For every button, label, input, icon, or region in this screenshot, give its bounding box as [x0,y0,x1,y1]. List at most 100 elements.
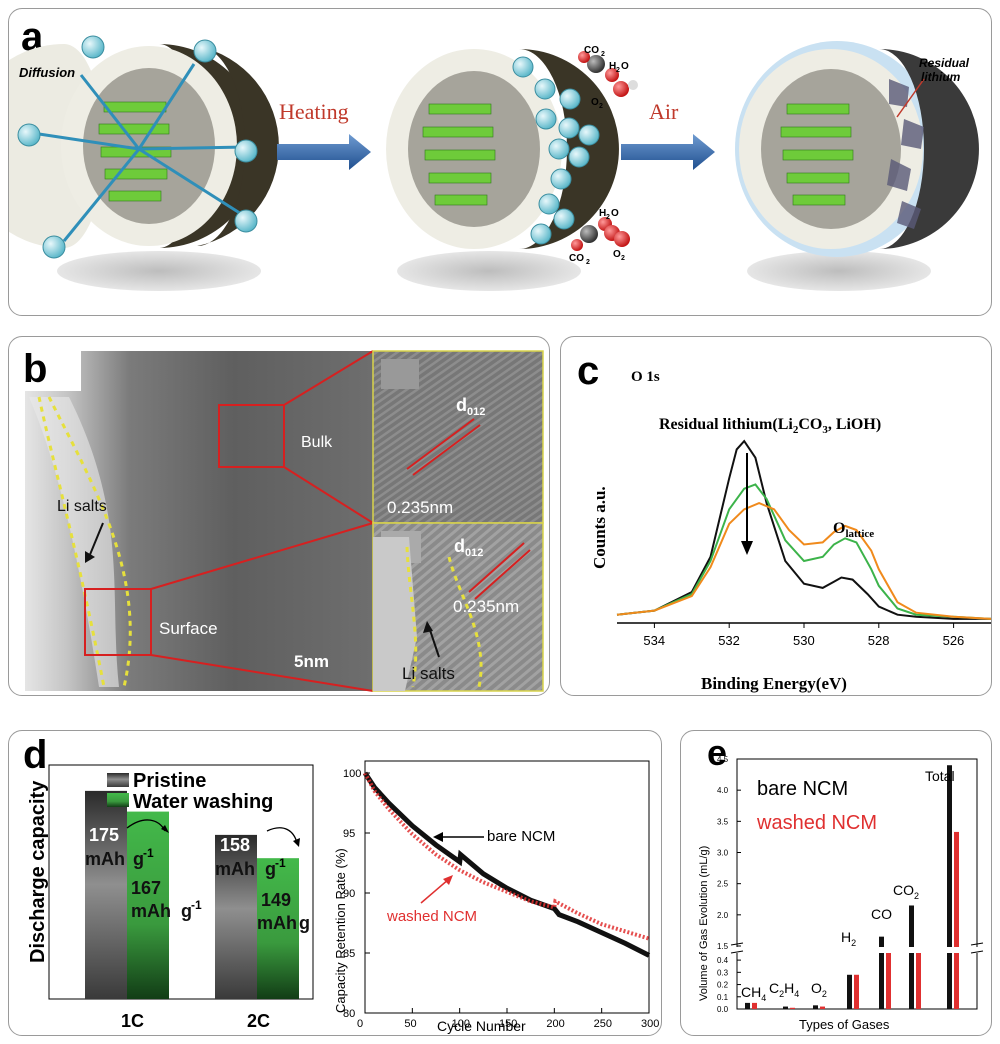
svg-text:g: g [181,901,192,921]
cycle-xtick-label: 150 [499,1018,517,1030]
cycle-ytick-label: 100 [343,768,361,780]
panel-c: c 534 532 530 528 526 O 1s Residual lithium(… [560,336,992,696]
svg-text:g: g [265,859,276,879]
sphere-residual-lithium [735,41,979,291]
svg-text:-1: -1 [275,856,286,870]
bar-pristine-2C [215,834,257,999]
gas-label-1: C2H4 [769,980,799,999]
bar-bare-O2 [813,1005,818,1009]
gas-ytick-label: 0.4 [717,956,729,965]
cycle-series [362,771,651,958]
svg-text:g: g [299,913,310,933]
bar-pristine-1C [85,790,127,999]
bar-washed-C2H4 [790,1007,795,1009]
gas-bars [745,765,959,1009]
legend-bare-ncm: bare NCM [757,778,848,800]
panel-c-label: c [577,349,600,393]
cycle-ytick-label: 90 [343,888,355,900]
svg-text:O: O [611,208,619,219]
capacity-labels: 175 mAh g -1 167 mAh g -1 158 mAh g -1 149 … [85,825,310,933]
panel-e: e 4.5 4.0 3.5 3.0 2.5 2.0 1.5 0.4 0.3 0.2 0.1 0.0 b… [680,730,992,1036]
group-1c: 1C [121,1011,144,1031]
residual-arrow [896,78,925,118]
gas-ytick-label: 0.2 [717,981,729,990]
d012-surface: d012 [454,536,483,559]
capacity-charts: Pristine Water washing Discharge capacit… [27,760,659,1034]
bar-washed-CO2 [916,950,921,1009]
gas-label-0: CH4 [741,984,766,1003]
bar-washed-1C [127,811,169,999]
bulk-label: Bulk [301,434,333,451]
o-lattice-label: Olattice [833,520,874,540]
gas-ytick-label: 0.1 [717,993,729,1002]
cycle-xtick-label: 300 [641,1018,659,1030]
gas-ytick-label: 4.5 [717,755,729,764]
xps-series-1 [616,483,992,620]
gas-ytick-label: 0.0 [717,1005,729,1014]
bar-bare-CO2 [909,905,914,1009]
surface-li-ions [512,56,600,245]
li-ions-diffusion [38,63,247,242]
svg-text:mAh: mAh [85,849,125,869]
svg-text:2: 2 [586,259,590,266]
d012-bulk: d012 [456,395,485,418]
bar-washed-CH4 [752,1002,757,1009]
gas-label-2: O2 [811,980,827,999]
gas-ylabel: Volume of Gas Evolution (mL/g) [698,846,710,1001]
svg-text:-1: -1 [143,846,154,860]
bulk-box [218,404,285,468]
panel-d-label: d [23,733,48,777]
bar-washed-H2 [854,974,859,1009]
scale-bar-label: 5nm [294,652,329,671]
gas-ytick-label: 1.5 [717,942,729,951]
panel-b-label: b [23,347,48,391]
schematic-diagram: Diffusion Heating [9,35,979,291]
xps-series-2 [616,502,992,620]
group-2c: 2C [247,1011,270,1031]
spacing-surface: 0.235nm [453,597,519,616]
cycle-xtick-label: 250 [594,1018,612,1030]
discharge-ylabel: Discharge capacity [27,780,49,963]
svg-text:CO: CO [569,253,584,264]
xps-tick-label: 534 [643,633,665,648]
bare-ncm-label: bare NCM [487,828,555,845]
gas-chart: 4.5 4.0 3.5 3.0 2.5 2.0 1.5 0.4 0.3 0.2 0.1 0.0 bar… [698,755,984,1032]
svg-text:O: O [591,97,599,108]
xps-tick-label: 528 [868,633,890,648]
gas-ytick-label: 2.0 [717,911,729,920]
bar-washed-O2 [820,1006,825,1009]
cycle-xtick-label: 0 [357,1018,363,1030]
cycle-ytick-label: 95 [343,828,355,840]
series-bare-ncm [362,771,651,958]
xps-series-0 [616,439,991,620]
legend-washed-ncm: washed NCM [756,812,877,834]
svg-text:149: 149 [261,890,291,910]
svg-text:175: 175 [89,825,119,845]
panel-e-label: e [707,732,728,773]
air-label: Air [649,99,679,124]
series-washed-ncm [363,772,650,941]
tem-images: Bulk Li salts Surface 5nm d012 0.235nm d… [25,350,544,692]
cycle-xtick-label: 50 [404,1018,416,1030]
svg-text:mAh: mAh [215,859,255,879]
bar-bare-CH4 [745,1002,750,1009]
svg-text:O: O [621,61,629,72]
panel-a: a [8,8,992,316]
xps-chart: 534 532 530 528 526 O 1s Residual lithium(Li… [590,369,992,693]
bar-washed-Total [954,831,959,1009]
svg-text:167: 167 [131,878,161,898]
svg-text:H: H [599,208,606,219]
legend-pristine: Pristine [133,770,206,792]
svg-text:H: H [609,61,616,72]
bar-washed-CO [886,949,891,1009]
svg-text:2: 2 [606,214,610,221]
bar-bare-C2H4 [783,1006,788,1009]
gas-molecules-bottom [571,217,630,251]
surface-label: Surface [159,619,218,638]
heating-label: Heating [279,99,349,124]
li-salts-label: Li salts [57,498,107,515]
gas-xlabel: Types of Gases [799,1017,890,1032]
bar-bare-CO [879,936,884,1009]
svg-text:2: 2 [616,67,620,74]
